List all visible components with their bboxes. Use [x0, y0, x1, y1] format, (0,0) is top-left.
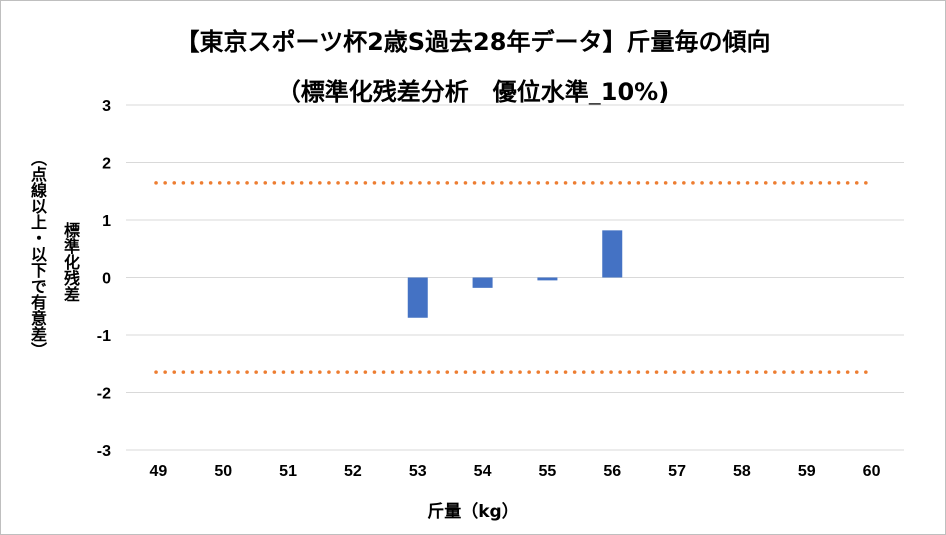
bar [407, 277, 428, 318]
x-tick-label: 56 [603, 463, 621, 480]
y-tick-label: 1 [102, 213, 111, 230]
y-tick-label: -3 [97, 443, 111, 460]
bar [602, 230, 623, 278]
x-tick-label: 55 [539, 463, 557, 480]
y-axis-label-note: （点線以上・以下で有意差） [28, 150, 47, 358]
x-axis-label: 斤量（kg） [427, 502, 519, 522]
x-tick-label: 58 [733, 463, 751, 480]
x-tick-label: 59 [798, 463, 816, 480]
bar [472, 277, 493, 288]
chart-subtitle: （標準化残差分析 優位水準_10%) [276, 78, 670, 106]
x-tick-label: 51 [279, 463, 297, 480]
bar [537, 277, 558, 281]
chart-title: 【東京スポーツ杯2歳S過去28年データ】斤量毎の傾向 [175, 28, 771, 56]
y-tick-label: -2 [97, 386, 111, 403]
x-tick-label: 54 [474, 463, 492, 480]
y-tick-label: 3 [102, 98, 111, 115]
x-tick-label: 52 [344, 463, 362, 480]
y-axis-label: 標準化残差 [61, 222, 80, 302]
x-tick-label: 57 [668, 463, 686, 480]
y-tick-label: -1 [97, 328, 111, 345]
x-tick-label: 53 [409, 463, 427, 480]
y-tick-label: 0 [102, 271, 111, 288]
x-tick-label: 49 [150, 463, 168, 480]
x-tick-label: 50 [214, 463, 232, 480]
x-tick-label: 60 [863, 463, 881, 480]
y-tick-label: 2 [102, 156, 111, 173]
